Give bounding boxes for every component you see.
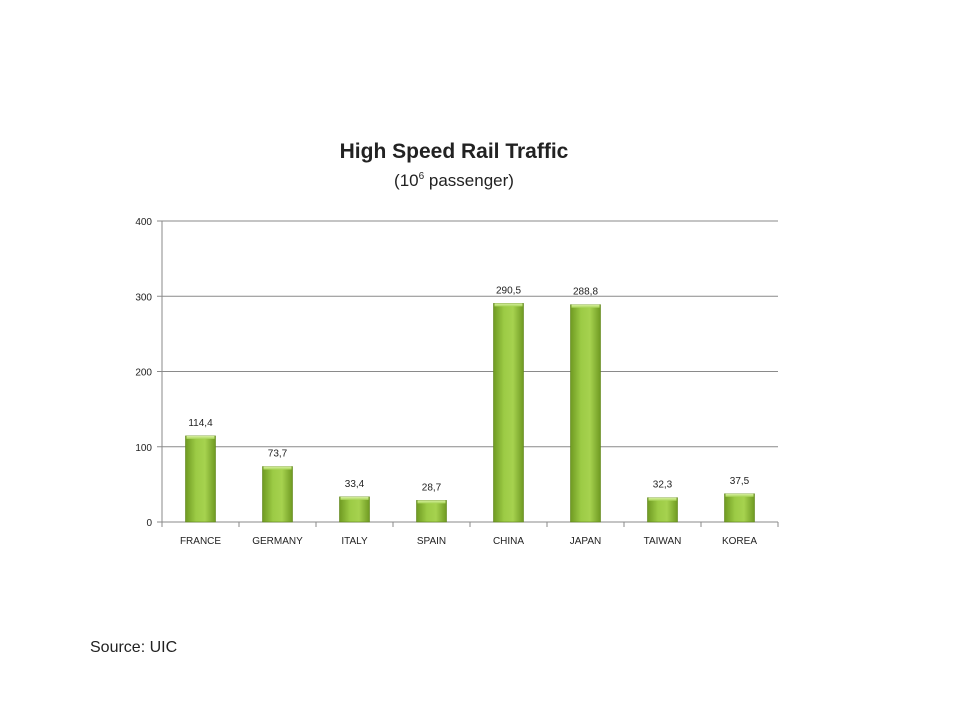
bar — [416, 500, 447, 523]
source-note: Source: UIC — [90, 639, 178, 656]
bar-cap — [648, 497, 677, 501]
chart-subtitle: (106 passenger) — [0, 171, 908, 191]
data-label: 33,4 — [345, 479, 365, 490]
x-tick-label: ITALY — [341, 536, 368, 547]
bar — [339, 496, 370, 523]
y-tick-label: 200 — [135, 368, 152, 379]
x-tick-label: FRANCE — [180, 536, 221, 547]
y-tick-label: 0 — [146, 518, 152, 529]
x-tick-label: GERMANY — [252, 536, 303, 547]
x-tick-label: JAPAN — [570, 536, 602, 547]
labels: 0 100 200 300 400 114,4 FRANCE 73,7 GERMANY 33,4 I… — [135, 217, 757, 547]
bar — [262, 466, 293, 523]
y-tick-label: 100 — [135, 443, 152, 454]
bar-cap — [263, 466, 292, 470]
subtitle-suffix: passenger) — [424, 171, 514, 190]
bar-cap — [725, 493, 754, 497]
x-tick-label: KOREA — [722, 536, 757, 547]
bar — [724, 493, 755, 523]
subtitle-prefix: (10 — [394, 171, 419, 190]
bar-cap — [494, 303, 523, 307]
gridlines — [157, 220, 779, 527]
bar — [570, 304, 601, 523]
data-label: 28,7 — [422, 482, 442, 493]
subtitle-exponent: 6 — [418, 171, 425, 182]
bar — [493, 303, 524, 523]
x-tick-label: CHINA — [493, 536, 524, 547]
data-label: 32,3 — [653, 480, 673, 491]
data-label: 290,5 — [496, 285, 521, 296]
data-label: 73,7 — [268, 449, 288, 460]
bar-cap — [417, 500, 446, 504]
x-tick-label: TAIWAN — [644, 536, 682, 547]
bar — [647, 497, 678, 523]
bar — [185, 435, 216, 523]
data-label: 37,5 — [730, 476, 750, 487]
bar-cap — [571, 304, 600, 308]
bar-cap — [186, 435, 215, 439]
chart-title: High Speed Rail Traffic — [339, 140, 569, 163]
y-tick-label: 300 — [135, 292, 152, 303]
y-tick-label: 400 — [135, 217, 152, 228]
data-label: 114,4 — [188, 418, 213, 429]
bar-cap — [340, 496, 369, 500]
bars — [185, 303, 755, 523]
x-tick-label: SPAIN — [417, 536, 446, 547]
data-label: 288,8 — [573, 287, 598, 298]
